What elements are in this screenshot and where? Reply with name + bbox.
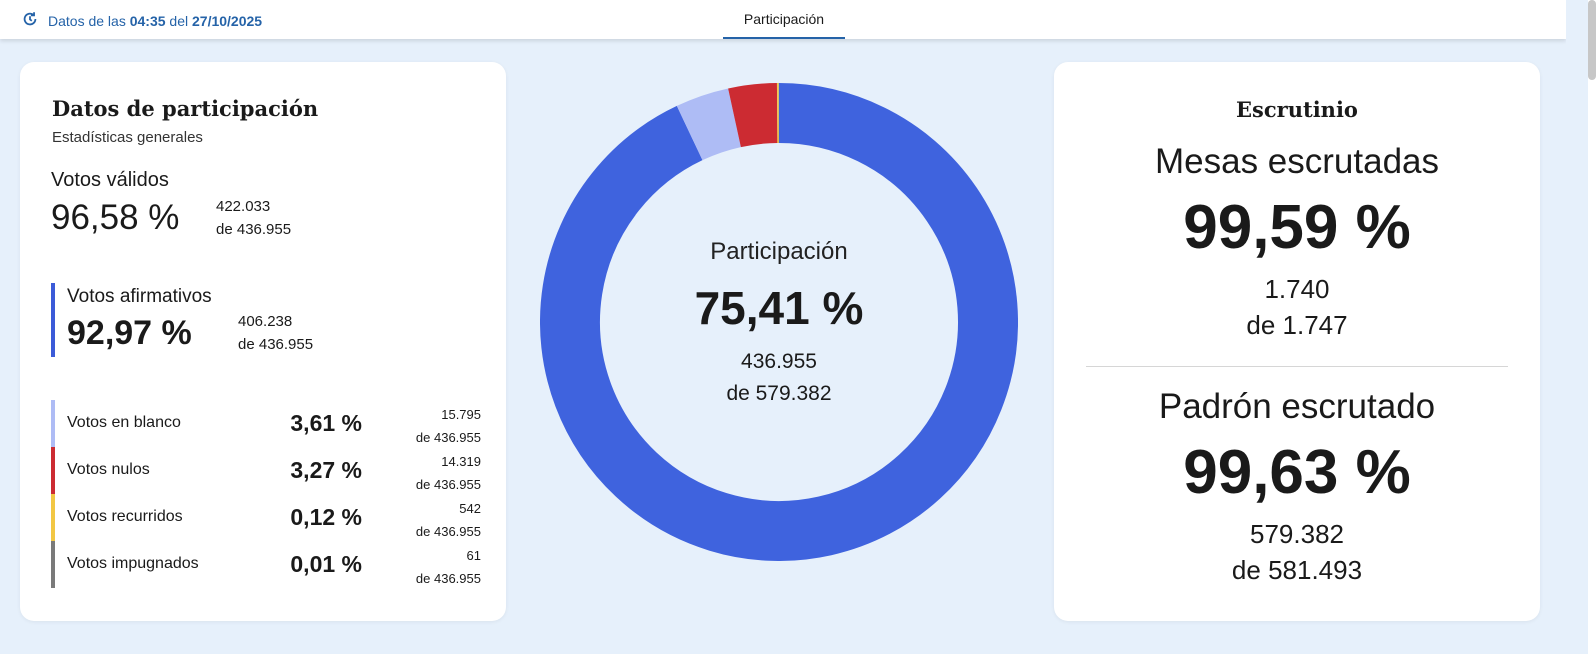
row-color-bar — [51, 494, 55, 541]
row-label: Votos impugnados — [67, 555, 199, 572]
list-item-challenged: Votos impugnados 0,01 % 61 de 436.955 — [51, 541, 481, 588]
row-color-bar — [51, 447, 55, 494]
row-count: 14.319 de 436.955 — [415, 454, 481, 492]
roll-counted-pct: 99,63 % — [1183, 438, 1411, 507]
tables-counted-pct: 99,59 % — [1183, 193, 1411, 262]
refresh-icon[interactable] — [21, 10, 39, 31]
row-label: Votos en blanco — [67, 414, 181, 431]
affirmative-color-bar — [51, 283, 55, 357]
list-item-null: Votos nulos 3,27 % 14.319 de 436.955 — [51, 447, 481, 494]
affirmative-votes-count: 406.238 de 436.955 — [238, 313, 314, 353]
scrollbar-thumb[interactable] — [1588, 0, 1596, 80]
row-pct: 3,27 % — [290, 457, 362, 483]
donut-center: Participación 75,41 % 436.955 de 579.382 — [540, 83, 1018, 561]
roll-counted: Padrón escrutado 99,63 % 579.382 de 581.… — [1054, 387, 1540, 588]
donut-segment-votos-en-blanco[interactable] — [676, 88, 742, 161]
valid-votes-label: Votos válidos — [51, 169, 169, 191]
roll-counted-label: Padrón escrutado — [1158, 387, 1436, 426]
row-pct: 0,01 % — [290, 551, 362, 577]
donut-segment-votos-afirmativos[interactable] — [540, 83, 1018, 561]
affirmative-votes-label: Votos afirmativos — [67, 286, 212, 307]
donut-svg — [540, 83, 1018, 561]
roll-counted-count: 579.382 de 581.493 — [1231, 519, 1363, 585]
row-label: Votos nulos — [67, 461, 150, 478]
tab-participacion[interactable]: Participación — [723, 0, 845, 39]
last-updated-text: Datos de las 04:35 del 27/10/2025 — [48, 12, 263, 29]
row-label: Votos recurridos — [67, 508, 183, 525]
card-title: Escrutinio — [1236, 97, 1358, 122]
affirmative-votes-pct: 92,97 % — [67, 314, 192, 352]
tables-counted-count: 1.740 de 1.747 — [1246, 274, 1348, 340]
top-bar: Datos de las 04:35 del 27/10/2025 Partic… — [0, 0, 1566, 39]
donut-segment-votos-nulos[interactable] — [728, 83, 779, 148]
card-subtitle: Estadísticas generales — [52, 129, 203, 146]
donut-label: Participación — [710, 238, 848, 265]
tables-counted: Mesas escrutadas 99,59 % 1.740 de 1.747 — [1054, 142, 1540, 343]
scrollbar-gutter — [1566, 0, 1596, 654]
scrollbar-track[interactable] — [1588, 0, 1596, 654]
row-pct: 3,61 % — [290, 410, 362, 436]
list-item-appealed: Votos recurridos 0,12 % 542 de 436.955 — [51, 494, 481, 541]
scrutiny-card: Escrutinio Mesas escrutadas 99,59 % 1.74… — [1054, 62, 1540, 621]
row-count: 15.795 de 436.955 — [415, 407, 481, 445]
divider — [1086, 366, 1508, 367]
row-color-bar — [51, 400, 55, 447]
participation-donut-chart: Participación 75,41 % 436.955 de 579.382 — [540, 83, 1018, 561]
valid-votes-pct: 96,58 % — [51, 198, 180, 237]
donut-count: 436.955 de 579.382 — [726, 350, 832, 405]
row-pct: 0,12 % — [290, 504, 362, 530]
row-count: 542 de 436.955 — [415, 501, 481, 539]
row-color-bar — [51, 541, 55, 588]
vote-breakdown-list: Votos en blanco 3,61 % 15.795 de 436.955… — [51, 400, 481, 588]
donut-pct: 75,41 % — [694, 282, 864, 334]
tables-counted-label: Mesas escrutadas — [1154, 142, 1440, 181]
participation-data-card: Datos de participación Estadísticas gene… — [20, 62, 506, 621]
valid-votes-count: 422.033 de 436.955 — [216, 198, 292, 238]
row-count: 61 de 436.955 — [415, 548, 481, 586]
list-item-blank: Votos en blanco 3,61 % 15.795 de 436.955 — [51, 400, 481, 447]
card-title: Datos de participación — [52, 96, 319, 121]
last-updated: Datos de las 04:35 del 27/10/2025 — [21, 10, 262, 31]
